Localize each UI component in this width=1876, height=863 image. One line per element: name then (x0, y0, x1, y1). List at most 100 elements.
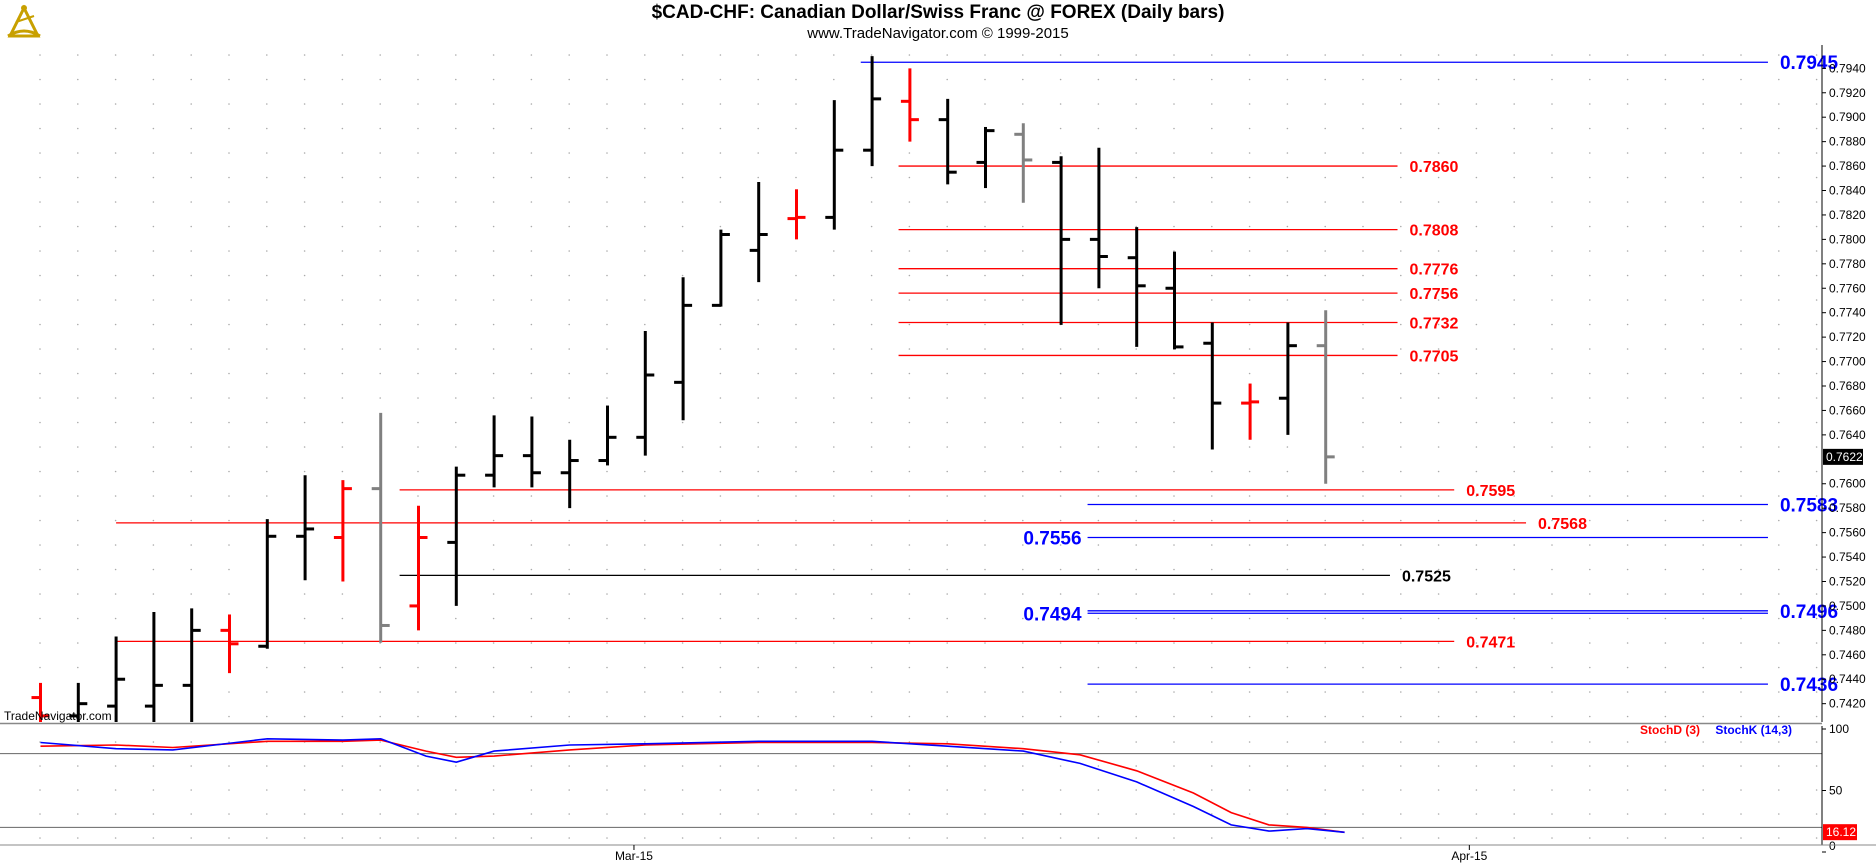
grid-dot (39, 642, 41, 644)
grid-dot (455, 813, 457, 815)
grid-dot (908, 715, 911, 718)
grid-dot (606, 666, 608, 669)
grid-dot (833, 348, 835, 350)
grid-dot (379, 152, 382, 154)
grid-dot (606, 765, 608, 767)
grid-dot (455, 323, 457, 326)
grid-dot (568, 813, 570, 815)
grid-dot (1513, 837, 1515, 839)
grid-dot (1589, 495, 1591, 497)
grid-dot (795, 54, 797, 56)
grid-dot (1059, 446, 1062, 448)
grid-dot (606, 54, 608, 56)
grid-dot (1097, 470, 1100, 473)
grid-dot (1173, 715, 1175, 718)
grid-dot (833, 715, 835, 718)
grid-dot (644, 617, 646, 620)
grid-dot (833, 568, 835, 571)
grid-dot (492, 715, 495, 718)
grid-dot (1589, 54, 1591, 56)
grid-dot (1248, 519, 1251, 522)
grid-dot (1589, 519, 1591, 522)
grid-dot (1362, 519, 1364, 522)
price-tick-label: 0.7920 (1829, 86, 1866, 100)
grid-dot (77, 152, 79, 154)
grid-dot (719, 176, 722, 179)
grid-dot (228, 741, 230, 743)
grid-dot (1022, 789, 1024, 791)
grid-dot (1626, 176, 1629, 179)
grid-dot (1702, 127, 1704, 130)
grid-dot (1702, 103, 1704, 105)
grid-dot (1248, 642, 1251, 644)
grid-dot (1664, 470, 1667, 473)
grid-dot (1173, 593, 1175, 595)
grid-dot (417, 152, 419, 154)
grid-dot (644, 495, 646, 497)
grid-dot (1248, 715, 1251, 718)
grid-dot (644, 593, 646, 595)
grid-dot (1475, 54, 1478, 56)
grid-dot (833, 323, 835, 326)
grid-dot (1513, 250, 1515, 252)
grid-dot (190, 372, 192, 375)
grid-dot (1551, 152, 1553, 154)
grid-dot (1135, 446, 1137, 448)
grid-dot (1626, 544, 1629, 546)
ohlc-bar (787, 189, 806, 240)
grid-dot (870, 225, 873, 228)
grid-dot (266, 372, 268, 375)
grid-dot (833, 617, 835, 620)
grid-dot (1778, 274, 1780, 277)
grid-dot (77, 837, 79, 839)
grid-dot (644, 176, 646, 179)
grid-dot (1286, 274, 1289, 277)
grid-dot (114, 470, 117, 473)
grid-dot (757, 127, 759, 130)
grid-dot (946, 642, 948, 644)
price-tick-label: 0.7740 (1829, 306, 1866, 320)
grid-dot (77, 593, 79, 595)
grid-dot (908, 176, 911, 179)
grid-dot (1475, 470, 1478, 473)
grid-dot (303, 765, 306, 767)
grid-dot (870, 299, 873, 301)
grid-dot (795, 274, 797, 277)
grid-dot (39, 666, 41, 669)
grid-dot (1551, 715, 1553, 718)
grid-dot (681, 789, 684, 791)
grid-dot (77, 176, 79, 179)
grid-dot (152, 225, 155, 228)
grid-dot (455, 299, 457, 301)
grid-dot (946, 470, 948, 473)
grid-dot (1173, 201, 1175, 203)
grid-dot (266, 127, 268, 130)
grid-dot (568, 225, 570, 228)
grid-dot (77, 225, 79, 228)
grid-dot (39, 397, 41, 399)
grid-dot (681, 666, 684, 669)
grid-dot (757, 397, 759, 399)
grid-dot (492, 176, 495, 179)
grid-dot (1286, 642, 1289, 644)
grid-dot (757, 715, 759, 718)
grid-dot (492, 789, 495, 791)
grid-dot (908, 789, 911, 791)
grid-dot (1626, 421, 1629, 424)
grid-dot (1815, 519, 1818, 522)
grid-dot (39, 103, 41, 105)
grid-dot (568, 837, 570, 839)
grid-dot (1400, 765, 1402, 767)
grid-dot (1059, 78, 1062, 81)
grid-dot (1362, 470, 1364, 473)
grid-dot (984, 201, 986, 203)
grid-dot (1513, 544, 1515, 546)
grid-dot (1022, 715, 1024, 718)
grid-dot (681, 642, 684, 644)
grid-dot (228, 103, 230, 105)
grid-dot (530, 78, 533, 81)
grid-dot (1362, 495, 1364, 497)
grid-dot (341, 421, 344, 424)
price-tick-label: 0.7860 (1829, 159, 1866, 173)
grid-dot (39, 813, 41, 815)
